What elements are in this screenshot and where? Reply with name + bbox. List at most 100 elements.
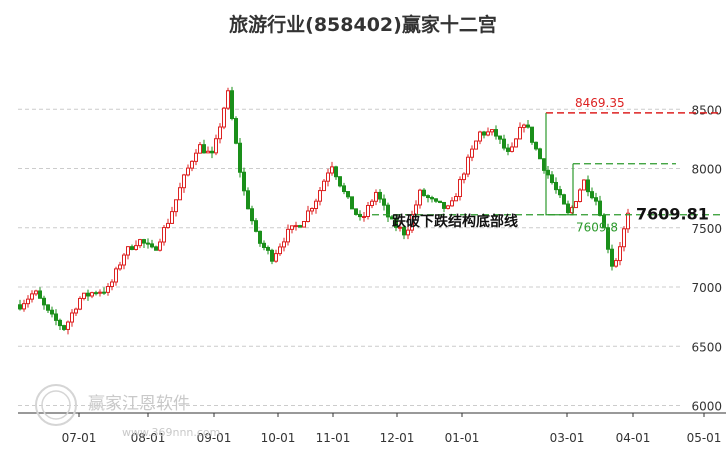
candle-body	[354, 208, 358, 215]
candle-body	[482, 131, 486, 136]
candle-body	[574, 200, 578, 209]
y-tick-label: 8000	[691, 163, 722, 177]
candle-body	[134, 245, 138, 250]
y-axis: 6000 6500 7000 7500 8000 8500	[691, 103, 722, 413]
candle-body	[310, 207, 314, 212]
candle-body	[198, 144, 202, 154]
x-tick-label: 08-01	[131, 431, 166, 445]
candle-body	[358, 213, 362, 218]
candle-body	[506, 147, 510, 152]
candle-body	[382, 198, 386, 206]
candle-body	[238, 142, 242, 173]
candle-body	[458, 179, 462, 198]
candle-body	[374, 191, 378, 202]
candle-body	[618, 246, 622, 262]
candle-body	[234, 118, 238, 144]
candle-body	[250, 208, 254, 222]
candle-body	[314, 200, 318, 209]
candle-body	[514, 138, 518, 148]
x-tick-label: 11-01	[316, 431, 351, 445]
candle-body	[542, 158, 546, 171]
x-tick-label: 04-01	[616, 431, 651, 445]
candle-body	[402, 226, 406, 236]
candle-body	[462, 173, 466, 181]
candle-body	[602, 214, 606, 229]
candle-body	[50, 309, 54, 315]
candle-body	[454, 196, 458, 202]
candle-body	[302, 220, 306, 228]
candle-body	[106, 286, 110, 293]
candle-body	[102, 291, 106, 294]
candle-body	[178, 187, 182, 201]
candle-body	[194, 152, 198, 162]
annotation-label: 跌破下跌结构底部线	[392, 213, 518, 230]
candle-body	[214, 138, 218, 154]
candle-body	[442, 201, 446, 209]
candle-body	[438, 200, 442, 203]
candle-body	[550, 174, 554, 183]
candle-body	[370, 200, 374, 206]
candle-body	[154, 246, 158, 251]
candle-body	[82, 292, 86, 299]
x-tick-label: 03-01	[550, 431, 585, 445]
candle-body	[94, 292, 98, 295]
candle-body	[150, 243, 154, 248]
support-label: 7609.8	[576, 221, 618, 235]
candle-body	[578, 189, 582, 202]
candle-body	[342, 185, 346, 193]
candle-body	[70, 312, 74, 323]
level-lines: 8469.35 7609.8 7609.81	[372, 96, 722, 235]
candle-body	[398, 226, 402, 229]
candle-body	[470, 148, 474, 158]
candle-body	[350, 196, 354, 210]
candle-body	[118, 264, 122, 270]
candle-body	[626, 212, 630, 230]
candle-body	[174, 199, 178, 213]
candle-body	[126, 246, 130, 256]
candle-body	[326, 172, 330, 182]
candle-body	[110, 281, 114, 288]
x-tick-label: 01-01	[445, 431, 480, 445]
candle-body	[478, 131, 482, 142]
candle-body	[170, 211, 174, 224]
candle-body	[562, 194, 566, 205]
candle-body	[378, 191, 382, 200]
candle-body	[450, 200, 454, 207]
candle-body	[334, 166, 338, 178]
candle-body	[166, 222, 170, 229]
candle-body	[490, 129, 494, 133]
candle-body	[114, 268, 118, 283]
candle-body	[98, 291, 102, 294]
candle-body	[202, 144, 206, 154]
candle-body	[270, 249, 274, 262]
candle-body	[158, 241, 162, 251]
candle-body	[74, 308, 78, 314]
candle-body	[522, 124, 526, 128]
candle-body	[322, 180, 326, 192]
candle-body	[518, 126, 522, 140]
candle-body	[330, 166, 334, 174]
candle-body	[338, 176, 342, 187]
candle-body	[142, 239, 146, 244]
candle-body	[502, 138, 506, 149]
watermark-logo-icon	[35, 384, 77, 426]
candle-body	[586, 179, 590, 193]
candle-body	[258, 230, 262, 244]
candle-body	[22, 303, 26, 310]
candle-body	[146, 242, 150, 245]
candle-body	[254, 220, 258, 232]
candle-body	[42, 297, 46, 306]
candle-body	[58, 319, 62, 327]
candle-body	[242, 171, 246, 192]
candle-body	[274, 253, 278, 262]
candle-body	[494, 129, 498, 137]
candle-body	[530, 126, 534, 143]
candle-body	[566, 203, 570, 214]
structure-box	[545, 112, 574, 216]
x-tick-label: 10-01	[261, 431, 296, 445]
candle-body	[610, 248, 614, 267]
candle-body	[130, 246, 134, 250]
candle-body	[318, 190, 322, 202]
candle-body	[290, 225, 294, 230]
candle-body	[66, 321, 70, 330]
